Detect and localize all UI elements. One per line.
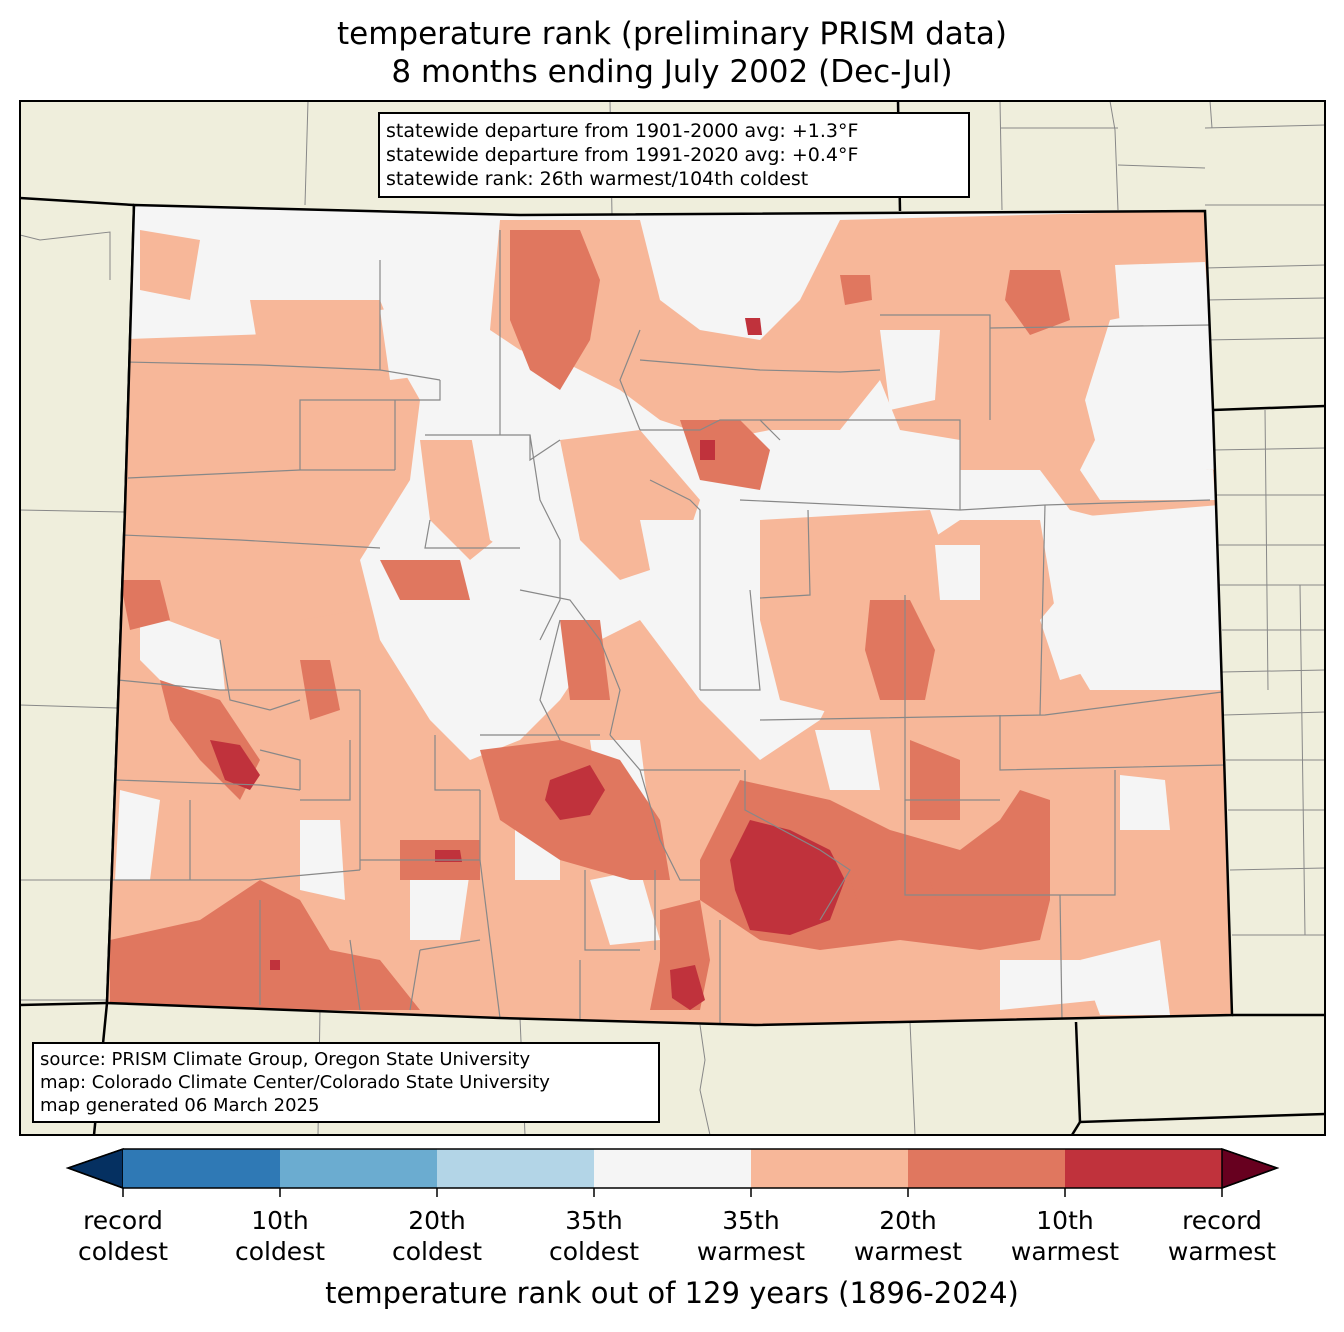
colorbar-segment-10th-to-record-warmest: [1065, 1149, 1222, 1188]
map-title-line-1: temperature rank (preliminary PRISM data…: [336, 16, 1007, 52]
colorbar-label-record-warmest: record warmest: [1167, 1206, 1277, 1266]
colorbar-title: temperature rank out of 129 years (1896-…: [325, 1276, 1019, 1310]
colorbar-extend-arrow-warmest: [1221, 1147, 1280, 1190]
colorbar-label-record-coldest: record coldest: [77, 1206, 169, 1266]
map-title-line-2: 8 months ending July 2002 (Dec-Jul): [391, 54, 953, 90]
temperature-rank-shading: [107, 210, 1232, 1025]
colorbar-segment-record-to-10th-coldest: [123, 1149, 280, 1188]
stats-statewide-rank: statewide rank: 26th warmest/104th colde…: [386, 168, 809, 190]
colorbar-segment-10th-to-20th-coldest: [280, 1149, 437, 1188]
colorbar-label-20th-coldest: 20th coldest: [391, 1206, 483, 1266]
colorbar-label-10th-coldest: 10th coldest: [234, 1206, 326, 1266]
colorbar-segment-near-normal: [594, 1149, 751, 1188]
map-credit-line: map: Colorado Climate Center/Colorado St…: [40, 1072, 550, 1093]
colorbar-label-35th-coldest: 35th coldest: [548, 1206, 640, 1266]
map-generated-date: map generated 06 March 2025: [40, 1095, 320, 1116]
colorbar-ticks: [122, 1188, 1223, 1197]
near-normal-pockets: [115, 262, 1222, 1015]
rank-10th-warmest-areas: [210, 318, 845, 1010]
colorbar-label-10th-warmest: 10th warmest: [1010, 1206, 1120, 1266]
colorado-state-outline: [105, 203, 1234, 1027]
stats-departure-1991-2020: statewide departure from 1991-2020 avg: …: [386, 144, 859, 166]
colorbar-label-20th-warmest: 20th warmest: [853, 1206, 963, 1266]
colorbar-segment-20th-to-35th-coldest: [437, 1149, 594, 1188]
statewide-stats-box: statewide departure from 1901-2000 avg: …: [378, 112, 970, 198]
colorbar-label-35th-warmest: 35th warmest: [696, 1206, 806, 1266]
map-frame: [19, 100, 1326, 1136]
source-line: source: PRISM Climate Group, Oregon Stat…: [40, 1049, 531, 1070]
colorbar-segment-35th-to-20th-warmest: [751, 1149, 908, 1188]
stats-departure-1901-2000: statewide departure from 1901-2000 avg: …: [386, 120, 859, 142]
colorado-county-lines: [110, 230, 1226, 1023]
source-attribution-box: source: PRISM Climate Group, Oregon Stat…: [32, 1042, 660, 1123]
colorbar-extend-arrow-coldest: [65, 1147, 124, 1190]
colorbar: [65, 1147, 1280, 1197]
colorbar-segment-20th-to-10th-warmest: [908, 1149, 1065, 1188]
